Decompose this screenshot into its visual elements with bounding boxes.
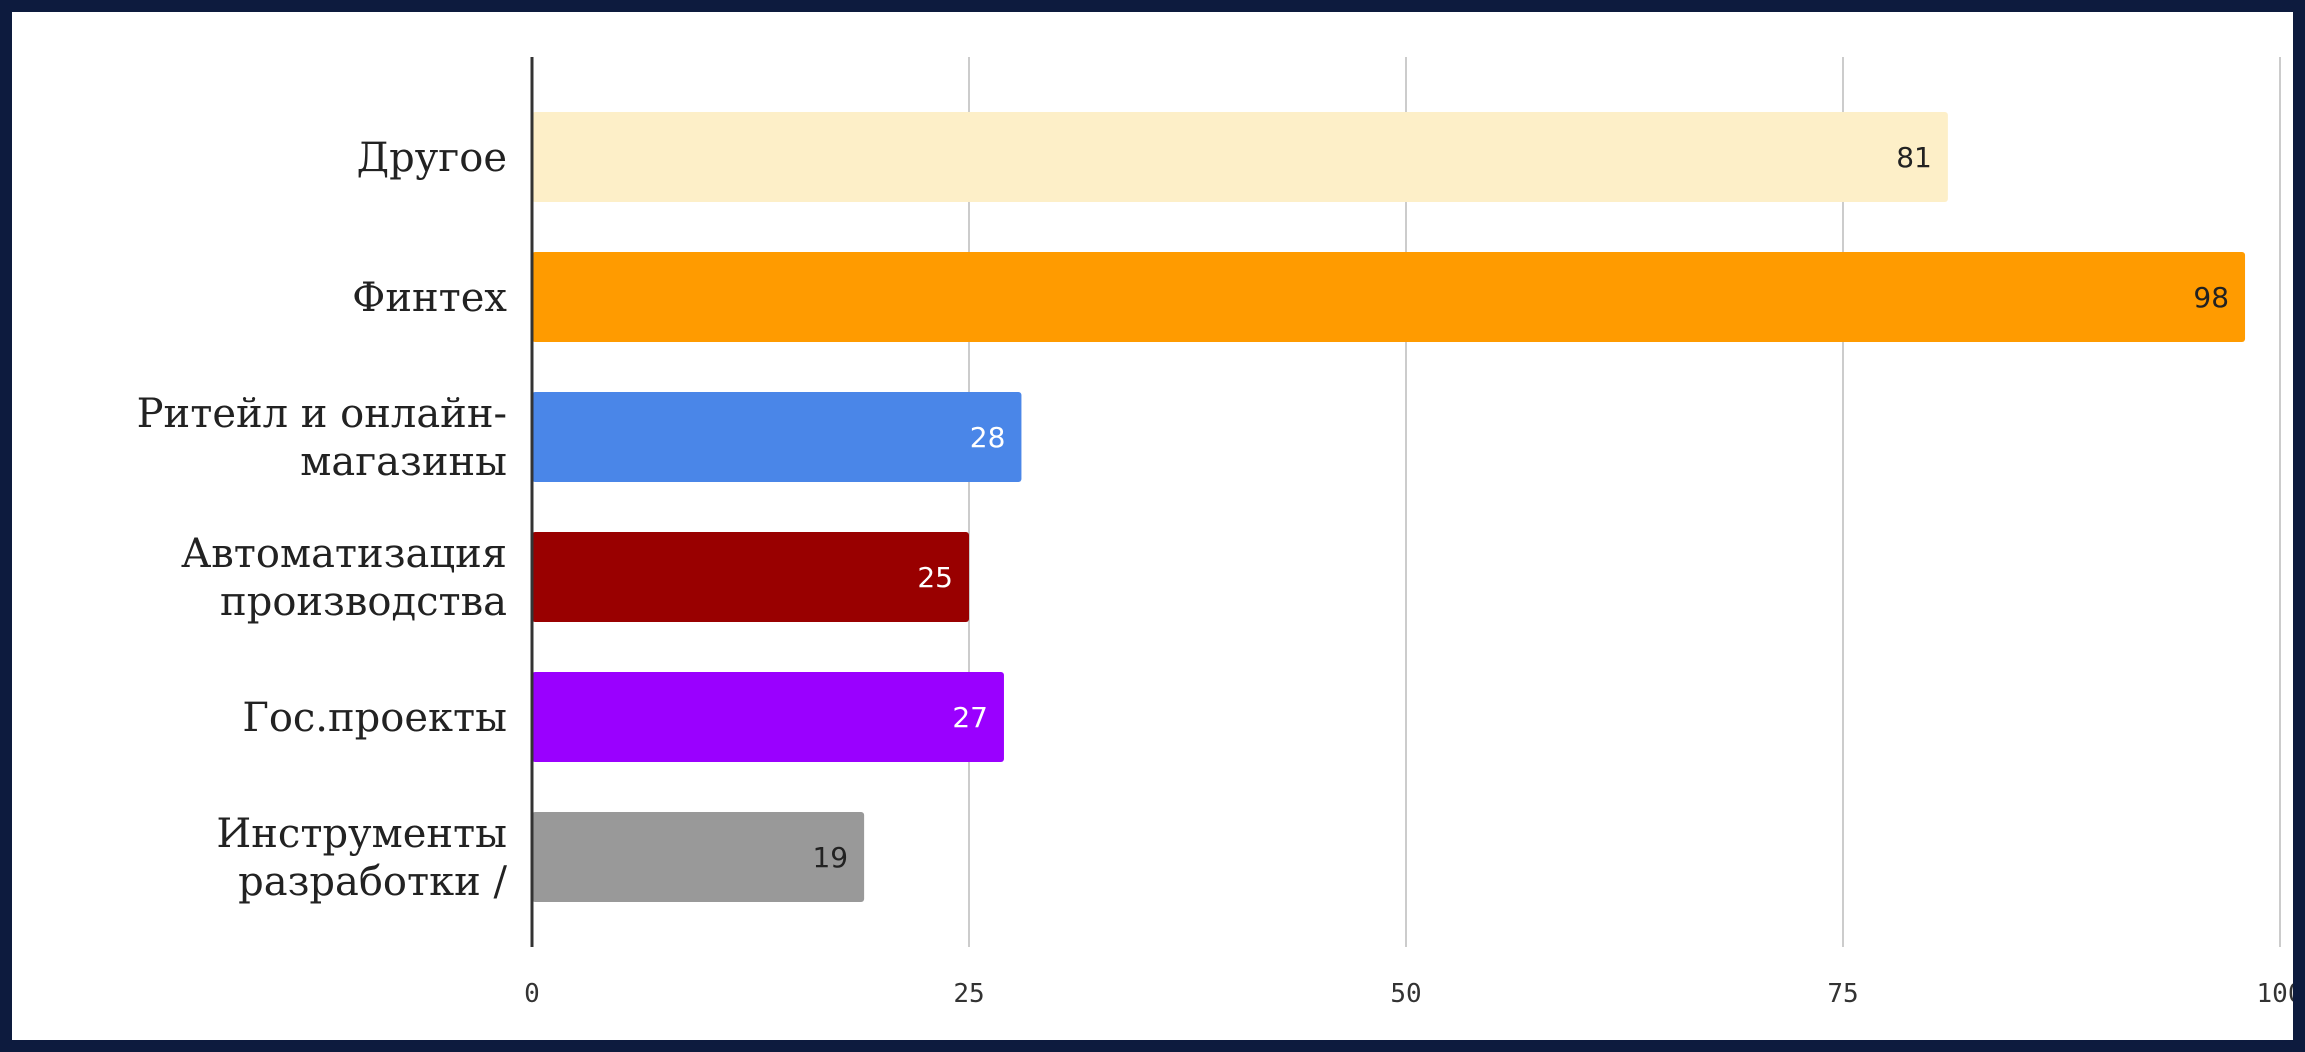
category-label: Другое bbox=[357, 135, 507, 181]
bar bbox=[532, 812, 865, 902]
bar bbox=[532, 532, 969, 622]
data-label: 25 bbox=[917, 561, 953, 594]
bars bbox=[532, 112, 2246, 902]
category-label: производства bbox=[220, 579, 507, 625]
bar bbox=[532, 392, 1022, 482]
category-label: Инструменты bbox=[216, 811, 507, 857]
category-label: Финтех bbox=[352, 275, 507, 321]
x-tick-label: 75 bbox=[1827, 979, 1858, 1009]
labels: 0 25 50 75 100 81 Другое 98 Финтех 28 Ритейл и онл… bbox=[137, 135, 2293, 1009]
data-label: 98 bbox=[2193, 281, 2229, 314]
bar bbox=[532, 252, 2246, 342]
chart-card: 0 25 50 75 100 81 Другое 98 Финтех 28 Ритейл и онл… bbox=[12, 12, 2293, 1040]
category-label: разработки / bbox=[238, 859, 507, 905]
x-tick-label: 25 bbox=[953, 979, 984, 1009]
category-label: Гос.проекты bbox=[242, 695, 507, 741]
x-tick-label: 100 bbox=[2257, 979, 2293, 1009]
category-label: магазины bbox=[300, 439, 507, 485]
category-label: Ритейл и онлайн- bbox=[137, 391, 507, 437]
data-label: 81 bbox=[1896, 141, 1932, 174]
x-tick-label: 0 bbox=[524, 979, 540, 1009]
data-label: 19 bbox=[812, 841, 848, 874]
bar bbox=[532, 112, 1948, 202]
data-label: 28 bbox=[970, 421, 1006, 454]
bar bbox=[532, 672, 1004, 762]
x-tick-label: 50 bbox=[1390, 979, 1421, 1009]
bar-chart: 0 25 50 75 100 81 Другое 98 Финтех 28 Ритейл и онл… bbox=[137, 57, 2293, 1009]
category-label: Автоматизация bbox=[181, 531, 507, 577]
data-label: 27 bbox=[952, 701, 988, 734]
gridlines bbox=[968, 57, 2281, 947]
